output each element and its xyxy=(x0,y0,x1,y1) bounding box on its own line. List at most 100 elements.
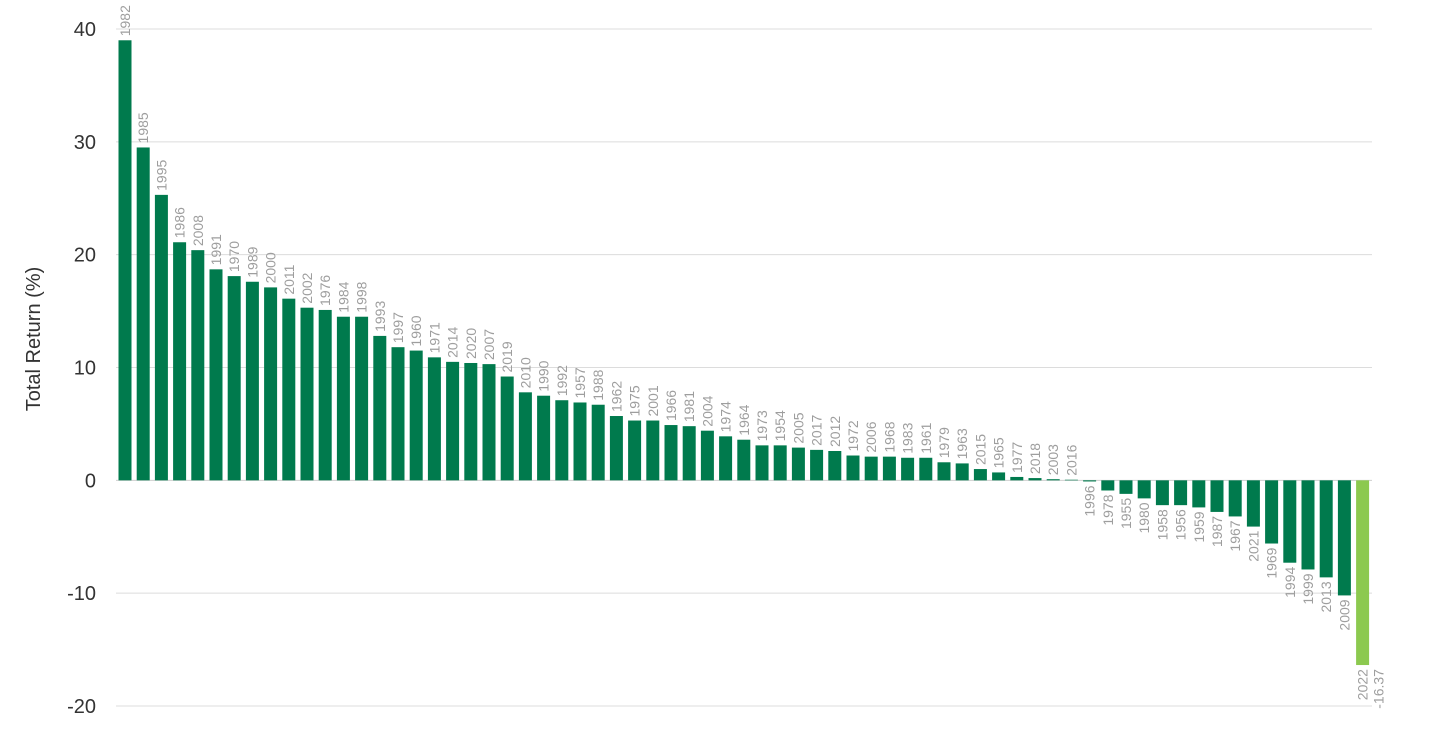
bar-2016 xyxy=(1064,479,1078,481)
bar-label-1959: 1959 xyxy=(1191,511,1207,542)
bar-label-1976: 1976 xyxy=(317,275,333,306)
bar-label-1967: 1967 xyxy=(1227,520,1243,551)
bar-label-1957: 1957 xyxy=(572,367,588,398)
bar-1986 xyxy=(173,242,187,481)
bar-label-1955: 1955 xyxy=(1118,498,1134,529)
bar-1993 xyxy=(373,335,387,481)
bar-label-2012: 2012 xyxy=(827,416,843,447)
bar-label-1978: 1978 xyxy=(1100,494,1116,525)
bar-1954 xyxy=(773,445,787,481)
bar-1976 xyxy=(318,309,332,481)
bar-label-2022: 2022 xyxy=(1355,669,1371,700)
bar-1972 xyxy=(846,455,860,481)
bar-1992 xyxy=(555,400,569,481)
bar-2008 xyxy=(191,250,205,481)
bar-label-2013: 2013 xyxy=(1318,581,1334,612)
bar-label-2018: 2018 xyxy=(1027,443,1043,474)
bar-label-1974: 1974 xyxy=(718,401,734,432)
bar-1963 xyxy=(955,463,969,481)
bar-label-1964: 1964 xyxy=(736,404,752,435)
bar-label-1965: 1965 xyxy=(991,437,1007,468)
bar-1962 xyxy=(609,416,623,481)
bar-2004 xyxy=(700,430,714,481)
bar-label-2009: 2009 xyxy=(1336,599,1352,630)
bar-2017 xyxy=(810,449,824,481)
bar-1960 xyxy=(409,350,423,481)
y-tick-label: -20 xyxy=(67,696,96,718)
bar-2007 xyxy=(482,364,496,481)
bar-1966 xyxy=(664,425,678,481)
bar-1984 xyxy=(336,316,350,481)
bar-2022 xyxy=(1356,480,1370,666)
bar-1967 xyxy=(1228,480,1242,517)
y-tick-label: 30 xyxy=(74,132,96,154)
bar-2005 xyxy=(791,447,805,481)
bar-label-1991: 1991 xyxy=(208,234,224,265)
bar-2006 xyxy=(864,456,878,481)
bar-2018 xyxy=(1028,478,1042,481)
bar-1955 xyxy=(1119,480,1133,494)
bar-label-1960: 1960 xyxy=(408,315,424,346)
bar-label-1988: 1988 xyxy=(590,369,606,400)
bar-label-1975: 1975 xyxy=(627,385,643,416)
bar-label-2010: 2010 xyxy=(517,357,533,388)
bar-1994 xyxy=(1283,480,1297,563)
bar-label-2015: 2015 xyxy=(972,434,988,465)
bar-label-1963: 1963 xyxy=(954,428,970,459)
bar-2014 xyxy=(446,361,460,481)
bar-1975 xyxy=(628,420,642,481)
bar-label-1973: 1973 xyxy=(754,410,770,441)
bar-1985 xyxy=(136,147,150,481)
bar-label-1970: 1970 xyxy=(226,241,242,272)
bar-label-2005: 2005 xyxy=(790,412,806,443)
bar-1982 xyxy=(118,40,132,481)
bar-label-2000: 2000 xyxy=(263,252,279,283)
bar-1964 xyxy=(737,439,751,481)
bar-label-1986: 1986 xyxy=(172,207,188,238)
bar-label-1990: 1990 xyxy=(536,360,552,391)
bar-label-1989: 1989 xyxy=(244,246,260,277)
bar-label-1998: 1998 xyxy=(354,281,370,312)
y-tick-label: 40 xyxy=(74,19,96,41)
bar-label-2003: 2003 xyxy=(1045,444,1061,475)
bar-label-1972: 1972 xyxy=(845,420,861,451)
bar-label-2008: 2008 xyxy=(190,215,206,246)
bar-1974 xyxy=(719,436,733,481)
bar-label-1977: 1977 xyxy=(1009,442,1025,473)
bar-label-1966: 1966 xyxy=(663,390,679,421)
bar-label-2001: 2001 xyxy=(645,385,661,416)
bar-1969 xyxy=(1265,480,1279,544)
bar-2020 xyxy=(464,362,478,481)
bar-2009 xyxy=(1337,480,1351,596)
bar-label-2007: 2007 xyxy=(481,329,497,360)
bar-1996 xyxy=(1083,480,1097,482)
bar-1957 xyxy=(573,402,587,481)
bar-label-1995: 1995 xyxy=(153,160,169,191)
bar-1958 xyxy=(1155,480,1169,506)
bar-1988 xyxy=(591,404,605,481)
y-tick-label: 10 xyxy=(74,358,96,380)
bar-1977 xyxy=(1010,476,1024,481)
bar-label-1954: 1954 xyxy=(772,410,788,441)
bar-label-2020: 2020 xyxy=(463,328,479,359)
bar-label-1992: 1992 xyxy=(554,365,570,396)
bar-label-1980: 1980 xyxy=(1136,502,1152,533)
bar-2011 xyxy=(282,298,296,481)
bar-label-1956: 1956 xyxy=(1173,509,1189,540)
bar-label-1958: 1958 xyxy=(1154,509,1170,540)
bar-label-1962: 1962 xyxy=(608,381,624,412)
bar-2012 xyxy=(828,451,842,481)
bar-label-2017: 2017 xyxy=(809,415,825,446)
bar-label-1996: 1996 xyxy=(1082,485,1098,516)
bar-label-2002: 2002 xyxy=(299,272,315,303)
bar-1989 xyxy=(245,281,259,481)
bar-label-1993: 1993 xyxy=(372,301,388,332)
y-axis-ticks: 40 30 20 10 0 -10 -20 xyxy=(67,19,96,718)
bar-label-1969: 1969 xyxy=(1264,547,1280,578)
bar-2002 xyxy=(300,307,314,481)
bar-1965 xyxy=(992,472,1006,481)
bar-1983 xyxy=(901,457,915,481)
bar-label-1985: 1985 xyxy=(135,112,151,143)
